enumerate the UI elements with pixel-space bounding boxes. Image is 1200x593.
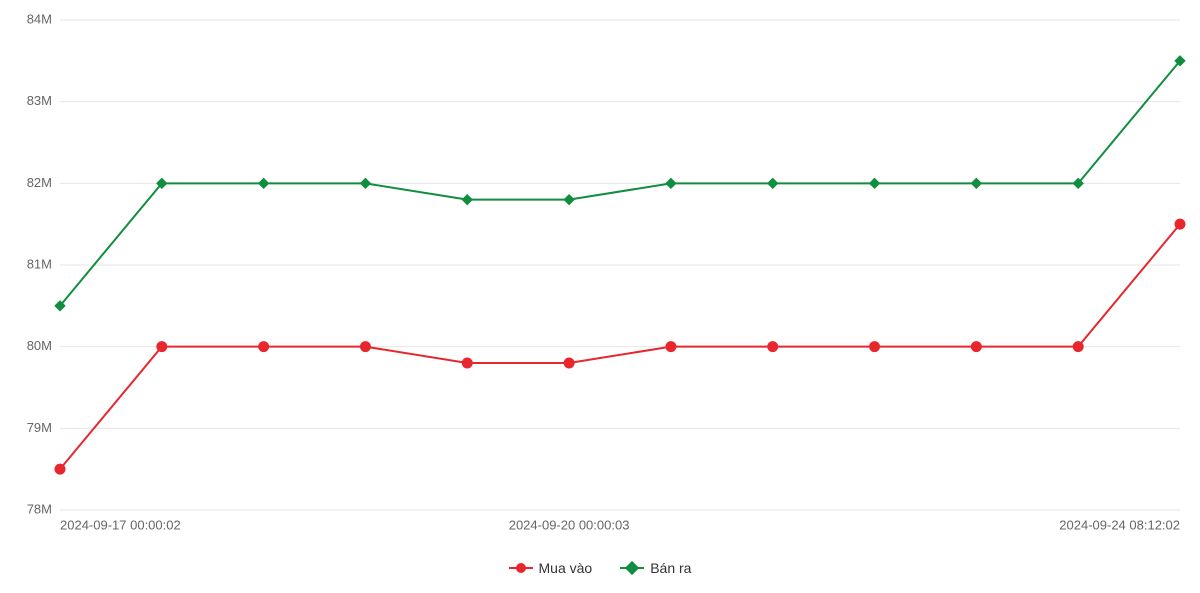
data-point-mua_vao[interactable] xyxy=(157,342,167,352)
y-tick-label: 80M xyxy=(27,338,52,353)
data-point-mua_vao[interactable] xyxy=(1175,219,1185,229)
data-point-mua_vao[interactable] xyxy=(564,358,574,368)
chart-canvas: 78M 79M 80M 81M 82M 83M 84M 2024-09-17 00:00:02… xyxy=(0,0,1200,593)
data-point-mua_vao[interactable] xyxy=(462,358,472,368)
data-point-mua_vao[interactable] xyxy=(870,342,880,352)
data-point-mua_vao[interactable] xyxy=(360,342,370,352)
data-point-ban_ra[interactable] xyxy=(564,195,574,205)
legend-label: Mua vào xyxy=(539,560,593,576)
x-tick-label: 2024-09-20 00:00:03 xyxy=(509,518,630,533)
y-tick-label: 82M xyxy=(27,175,52,190)
data-point-ban_ra[interactable] xyxy=(259,178,269,188)
data-point-ban_ra[interactable] xyxy=(870,178,880,188)
data-point-ban_ra[interactable] xyxy=(666,178,676,188)
data-point-mua_vao[interactable] xyxy=(768,342,778,352)
data-point-mua_vao[interactable] xyxy=(971,342,981,352)
legend-label: Bán ra xyxy=(650,560,691,576)
y-tick-label: 79M xyxy=(27,420,52,435)
y-tick-label: 78M xyxy=(27,501,52,516)
legend-item-mua_vao[interactable]: Mua vào xyxy=(509,560,593,576)
legend-swatch xyxy=(620,561,644,575)
data-point-mua_vao[interactable] xyxy=(1073,342,1083,352)
data-point-ban_ra[interactable] xyxy=(462,195,472,205)
legend-swatch xyxy=(509,561,533,575)
y-tick-label: 84M xyxy=(27,11,52,26)
y-tick-label: 83M xyxy=(27,93,52,108)
data-point-mua_vao[interactable] xyxy=(55,464,65,474)
y-tick-label: 81M xyxy=(27,256,52,271)
price-chart: 78M 79M 80M 81M 82M 83M 84M 2024-09-17 00:00:02… xyxy=(0,0,1200,593)
data-point-mua_vao[interactable] xyxy=(666,342,676,352)
chart-legend: Mua vào Bán ra xyxy=(0,560,1200,578)
legend-item-ban_ra[interactable]: Bán ra xyxy=(620,560,691,576)
x-tick-label: 2024-09-24 08:12:02 xyxy=(1059,518,1180,533)
data-point-ban_ra[interactable] xyxy=(768,178,778,188)
data-point-ban_ra[interactable] xyxy=(971,178,981,188)
data-point-ban_ra[interactable] xyxy=(360,178,370,188)
x-tick-label: 2024-09-17 00:00:02 xyxy=(60,518,181,533)
data-point-mua_vao[interactable] xyxy=(259,342,269,352)
